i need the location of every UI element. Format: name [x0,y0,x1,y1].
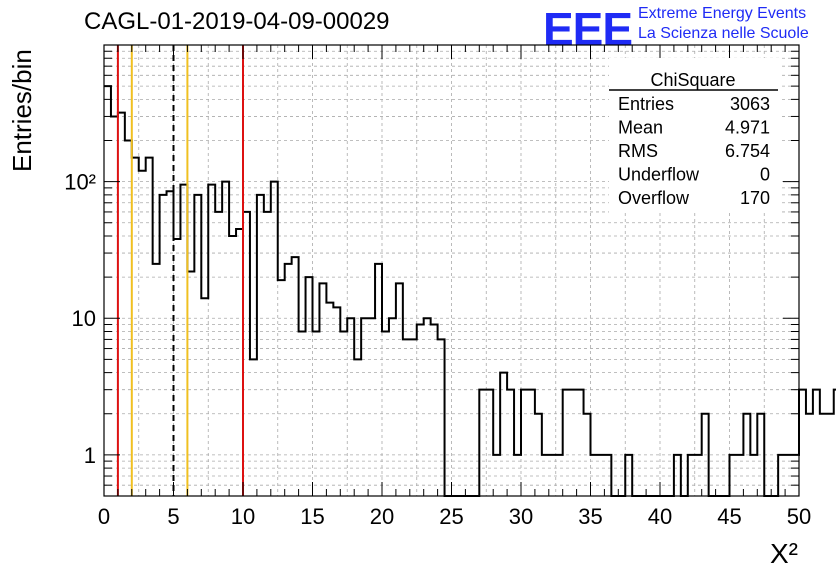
stats-bg [609,58,781,213]
y-axis-label: Entries/bin [7,49,37,172]
histogram-line [104,85,836,497]
x-tick-label: 50 [787,504,811,529]
stats-label: Entries [618,94,674,114]
stats-value: 0 [760,165,770,185]
y-tick-label: 1 [84,443,96,468]
x-axis-label: X² [770,538,798,569]
x-tick-label: 30 [509,504,533,529]
y-tick-label: 10² [64,170,96,195]
stats-value: 3063 [730,94,770,114]
x-tick-label: 35 [578,504,602,529]
stats-label: RMS [618,141,658,161]
stats-label: Underflow [618,165,700,185]
stats-label: Overflow [618,188,690,208]
stats-label: Mean [618,118,663,138]
x-tick-label: 40 [648,504,672,529]
grid [104,45,799,497]
x-tick-label: 25 [439,504,463,529]
marker-lines [116,45,244,496]
axis-ticks: 0 5 10 15 20 25 30 35 40 45 50 1 10 10² [64,45,811,529]
x-tick-label: 5 [167,504,179,529]
y-tick-label: 10 [72,306,96,331]
stats-title: ChiSquare [650,70,735,90]
logo-line-1: Extreme Energy Events [638,5,807,22]
chart-title: CAGL-01-2019-04-09-00029 [84,8,390,35]
x-tick-label: 0 [98,504,110,529]
x-tick-label: 45 [717,504,741,529]
x-tick-label: 20 [370,504,394,529]
stats-value: 170 [740,188,770,208]
x-tick-label: 10 [231,504,255,529]
stats-value: 4.971 [725,118,770,138]
x-tick-label: 15 [300,504,324,529]
histogram [104,85,836,497]
logo-line-2: La Scienza nelle Scuole [638,25,809,42]
stats-value: 6.754 [725,141,770,161]
stats-box: ChiSquare Entries 3063 Mean 4.971 RMS 6.754 Un… [609,58,781,213]
